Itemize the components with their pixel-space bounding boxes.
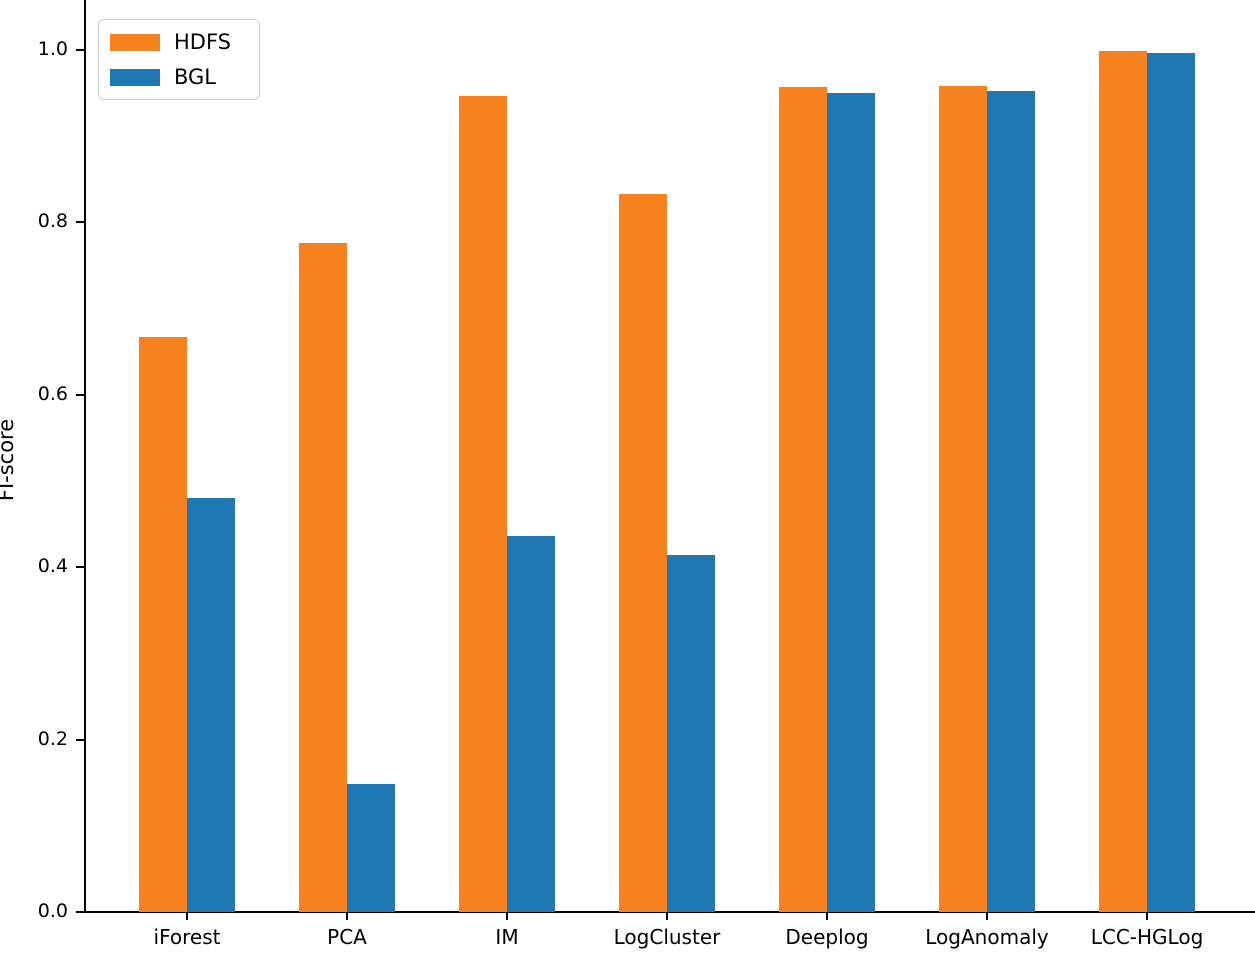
y-tick-0.2 <box>76 739 84 741</box>
y-tick-label-0.4: 0.4 <box>37 555 68 577</box>
x-tick-logcluster <box>666 912 668 920</box>
bar-bgl-logcluster <box>667 555 715 912</box>
bar-hdfs-deeplog <box>779 87 827 912</box>
bar-hdfs-logcluster <box>619 194 667 912</box>
y-tick-label-0.2: 0.2 <box>37 728 68 750</box>
x-tick-label-loganomaly: LogAnomaly <box>925 925 1049 949</box>
y-tick-label-1.0: 1.0 <box>37 38 68 60</box>
y-tick-1.0 <box>76 49 84 51</box>
x-tick-label-logcluster: LogCluster <box>613 925 721 949</box>
y-tick-label-0.0: 0.0 <box>37 900 68 922</box>
x-axis-line <box>84 911 1255 913</box>
bar-hdfs-pca <box>299 243 347 912</box>
bar-bgl-deeplog <box>827 93 875 912</box>
x-tick-label-im: IM <box>495 925 519 949</box>
y-axis-title-text: FI-score <box>0 418 18 502</box>
x-tick-deeplog <box>826 912 828 920</box>
legend-label-bgl: BGL <box>174 65 217 89</box>
bar-hdfs-lcc-hglog <box>1099 51 1147 912</box>
x-tick-im <box>506 912 508 920</box>
y-axis-line <box>84 0 86 913</box>
y-tick-label-0.6: 0.6 <box>37 383 68 405</box>
legend: HDFS BGL <box>98 19 260 100</box>
y-tick-label-0.8: 0.8 <box>37 210 68 232</box>
y-tick-0.4 <box>76 566 84 568</box>
x-tick-lcc-hglog <box>1146 912 1148 920</box>
y-tick-0.0 <box>76 911 84 913</box>
x-tick-label-lcc-hglog: LCC-HGLog <box>1090 925 1204 949</box>
bar-bgl-im <box>507 536 555 912</box>
x-tick-label-pca: PCA <box>327 925 367 949</box>
legend-swatch-bgl <box>110 68 160 86</box>
legend-entry-bgl: BGL <box>110 66 243 88</box>
x-tick-loganomaly <box>986 912 988 920</box>
bar-bgl-iforest <box>187 498 235 912</box>
x-tick-pca <box>346 912 348 920</box>
y-tick-0.6 <box>76 394 84 396</box>
bar-bgl-lcc-hglog <box>1147 53 1195 912</box>
x-tick-label-iforest: iForest <box>153 925 221 949</box>
bar-hdfs-iforest <box>139 337 187 912</box>
x-tick-iforest <box>186 912 188 920</box>
legend-label-hdfs: HDFS <box>174 30 232 54</box>
bar-hdfs-im <box>459 96 507 912</box>
bar-bgl-loganomaly <box>987 91 1035 912</box>
bar-hdfs-loganomaly <box>939 86 987 912</box>
bar-bgl-pca <box>347 784 395 912</box>
legend-entry-hdfs: HDFS <box>110 31 243 53</box>
y-tick-0.8 <box>76 221 84 223</box>
x-tick-label-deeplog: Deeplog <box>785 925 869 949</box>
legend-swatch-hdfs <box>110 33 160 51</box>
